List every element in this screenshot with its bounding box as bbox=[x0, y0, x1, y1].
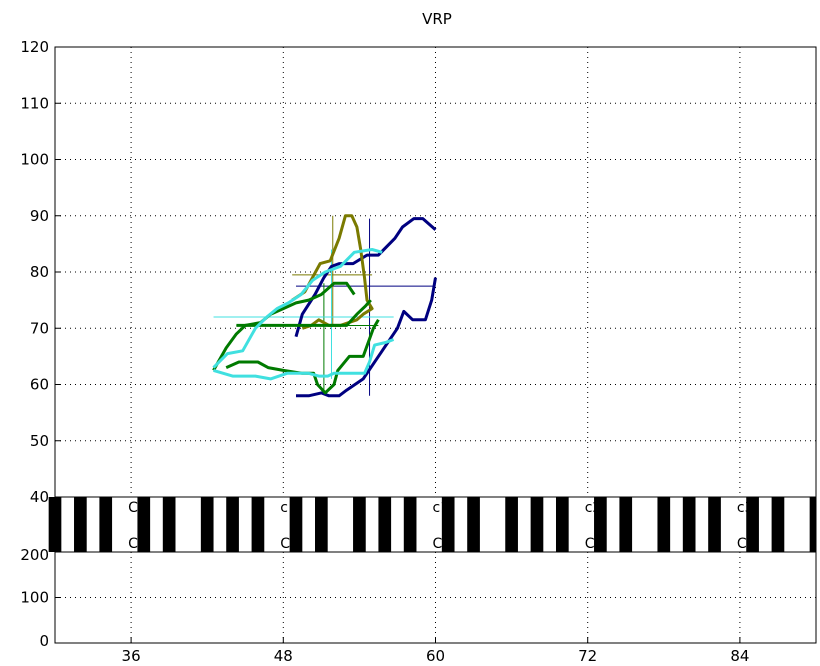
y-tick-label: 100 bbox=[20, 151, 49, 169]
black-key bbox=[74, 497, 87, 552]
black-key bbox=[353, 497, 366, 552]
black-key bbox=[619, 497, 633, 552]
octave-label-lower: C5 bbox=[585, 536, 604, 552]
black-key bbox=[809, 497, 816, 552]
y-tick-label: 60 bbox=[30, 376, 49, 394]
octave-label-lower: C6 bbox=[737, 536, 756, 552]
y-tick-label: 50 bbox=[30, 432, 49, 450]
chart-title: VRP bbox=[422, 10, 452, 28]
octave-label-upper: C bbox=[128, 500, 138, 516]
black-key bbox=[226, 497, 239, 552]
black-key bbox=[137, 497, 151, 552]
x-tick-label: 48 bbox=[274, 647, 293, 665]
black-key bbox=[378, 497, 392, 552]
octave-label-upper: c bbox=[280, 500, 288, 516]
black-key bbox=[746, 497, 759, 552]
octave-label-upper: c1 bbox=[433, 500, 450, 516]
octave-label-lower: C3 bbox=[280, 536, 299, 552]
x-tick-label: 60 bbox=[426, 647, 445, 665]
octave-label-upper: c3 bbox=[737, 500, 754, 516]
x-tick-label: 72 bbox=[578, 647, 597, 665]
vrp-series-line bbox=[225, 319, 380, 395]
x-tick-label: 36 bbox=[122, 647, 141, 665]
black-key bbox=[441, 497, 455, 552]
vrp-series-line bbox=[296, 277, 437, 398]
y-tick-label: 200 bbox=[20, 546, 49, 564]
vrp-series-line bbox=[212, 248, 383, 369]
octave-label-lower: C4 bbox=[433, 536, 452, 552]
black-key bbox=[555, 497, 569, 552]
y-tick-label: 40 bbox=[30, 488, 49, 506]
vrp-series-line bbox=[213, 338, 395, 381]
x-tick-label: 84 bbox=[730, 647, 749, 665]
black-key bbox=[682, 497, 696, 552]
black-key bbox=[162, 497, 176, 552]
bottom-frame bbox=[54, 551, 817, 644]
piano-keyboard: C C2 c C3 c1 C4 c2 C5 c3 C6 bbox=[48, 496, 817, 553]
black-key bbox=[315, 497, 328, 552]
y-tick-label: 80 bbox=[30, 263, 49, 281]
y-tick-label: 100 bbox=[20, 589, 49, 607]
vrp-plot-area: 40 50 60 70 80 90 100 110 120 bbox=[20, 38, 817, 506]
black-key bbox=[200, 497, 214, 552]
vrp-series-line bbox=[212, 281, 356, 372]
vrp-series-line bbox=[294, 217, 437, 338]
black-key bbox=[505, 497, 518, 552]
y-tick-label: 90 bbox=[30, 207, 49, 225]
octave-label-lower: C2 bbox=[128, 536, 147, 552]
black-key bbox=[289, 497, 303, 552]
black-key bbox=[771, 497, 785, 552]
black-key bbox=[657, 497, 671, 552]
black-key bbox=[594, 497, 607, 552]
vrp-series-line bbox=[236, 299, 372, 327]
y-tick-label: 120 bbox=[20, 38, 49, 56]
black-key bbox=[99, 497, 113, 552]
black-key bbox=[708, 497, 721, 552]
black-key bbox=[467, 497, 480, 552]
y-tick-label: 110 bbox=[20, 94, 49, 112]
y-tick-label: 70 bbox=[30, 319, 49, 337]
black-key bbox=[251, 497, 265, 552]
black-key bbox=[530, 497, 544, 552]
y-tick-label: 0 bbox=[39, 632, 49, 650]
black-key bbox=[403, 497, 417, 552]
bottom-plot-area: 36 48 60 72 84 0 100 200 bbox=[20, 546, 817, 665]
octave-label-upper: c2 bbox=[585, 500, 602, 516]
